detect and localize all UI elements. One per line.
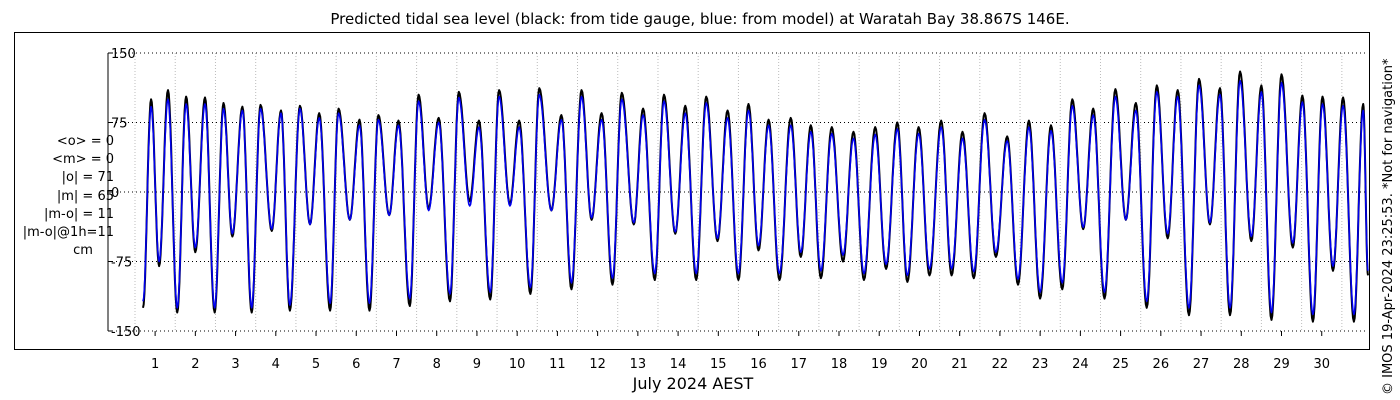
- x-tick-label: 7: [392, 357, 400, 372]
- x-tick-label: 19: [871, 357, 888, 372]
- series-layer: [142, 70, 1369, 323]
- x-tick-label: 22: [992, 357, 1009, 372]
- x-tick-label: 26: [1153, 357, 1170, 372]
- x-tick-label: 20: [911, 357, 928, 372]
- x-tick-label: 29: [1273, 357, 1290, 372]
- y-tick-label: -150: [111, 325, 141, 340]
- x-tick-label: 2: [191, 357, 199, 372]
- x-axis-label: July 2024 AEST: [632, 374, 754, 393]
- x-tick-label: 16: [750, 357, 767, 372]
- x-tick-label: 21: [951, 357, 968, 372]
- x-tick-label: 6: [352, 357, 360, 372]
- stat-abs-model: |m| = 65: [56, 188, 114, 204]
- x-tick-label: 14: [670, 357, 687, 372]
- y-tick-label: 75: [111, 117, 128, 132]
- x-tick-label: 27: [1193, 357, 1210, 372]
- stats-panel: <o> = 0 <m> = 0 |o| = 71 |m| = 65 |m-o| …: [14, 133, 114, 260]
- x-tick-label: 18: [831, 357, 848, 372]
- x-tick-label: 10: [509, 357, 526, 372]
- x-tick-label: 23: [1032, 357, 1049, 372]
- x-tick-label: 17: [790, 357, 807, 372]
- stat-mean-model: <m> = 0: [52, 152, 114, 168]
- x-tick-label: 8: [433, 357, 441, 372]
- y-tick-label: 150: [111, 47, 136, 62]
- x-tick-label: 11: [549, 357, 566, 372]
- plot-frame: [14, 32, 1370, 350]
- x-tick-label: 12: [589, 357, 606, 372]
- series-line-tide-gauge: [142, 70, 1369, 323]
- stat-mean-observed: <o> = 0: [56, 134, 114, 149]
- x-tick-label: 4: [272, 357, 280, 372]
- x-tick-label: 24: [1072, 357, 1089, 372]
- x-tick-label: 13: [630, 357, 647, 372]
- x-tick-label: 3: [231, 357, 239, 372]
- x-tick-label: 9: [473, 357, 481, 372]
- x-tick-label: 25: [1112, 357, 1129, 372]
- axis-layer: [107, 52, 1323, 336]
- chart-title: Predicted tidal sea level (black: from t…: [330, 10, 1070, 28]
- stat-abs-diff: |m-o| = 11: [43, 206, 114, 222]
- x-tick-label: 1: [151, 357, 159, 372]
- stat-unit: cm: [73, 243, 93, 259]
- copyright-notice: © IMOS 19-Apr-2024 23:25:53. *Not for na…: [1381, 58, 1396, 395]
- stat-abs-observed: |o| = 71: [61, 170, 114, 186]
- series-line-model: [142, 80, 1369, 316]
- stat-abs-diff-1h: |m-o|@1h=11: [22, 225, 114, 241]
- x-tick-label: 28: [1233, 357, 1250, 372]
- x-tick-label: 5: [312, 357, 320, 372]
- x-tick-label: 15: [710, 357, 727, 372]
- y-tick-label: -75: [111, 256, 132, 271]
- y-tick-label: 0: [111, 186, 119, 201]
- x-tick-label: 30: [1313, 357, 1330, 372]
